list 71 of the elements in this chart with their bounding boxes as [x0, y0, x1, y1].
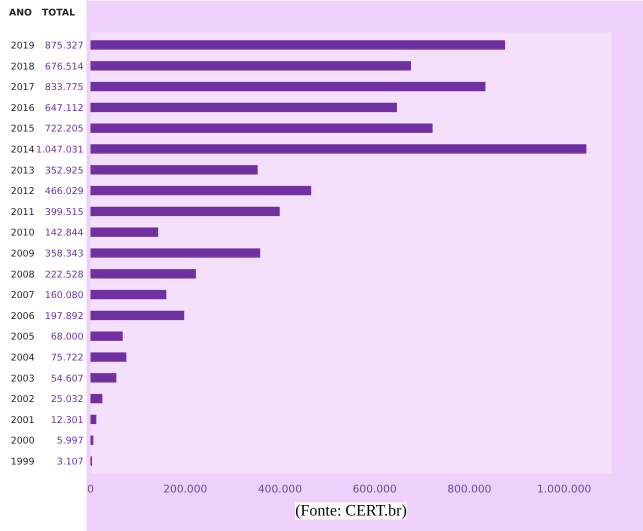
bar — [90, 310, 184, 320]
text: (Fonte: CERT.br) — [295, 502, 407, 520]
text: TOTAL — [42, 8, 76, 18]
bar — [90, 290, 166, 300]
bar — [90, 124, 433, 133]
y-tick-label: 2004 — [10, 352, 35, 364]
y-tick-label: 2002 — [10, 394, 35, 406]
y-tick-label: 2000 — [10, 436, 35, 447]
bar — [90, 102, 397, 112]
x-tick-label: 1.000.000 — [537, 482, 592, 496]
data-label: 5.997 — [56, 436, 84, 447]
y-tick-label: 2009 — [10, 248, 35, 260]
data-label: 399.515 — [44, 206, 84, 218]
data-label: 676.514 — [44, 61, 84, 72]
data-label: 1.047.031 — [36, 144, 84, 156]
y-tick-label: 2006 — [10, 310, 35, 322]
data-label: 722.205 — [44, 124, 84, 135]
x-tick-label: 400.000 — [258, 482, 302, 496]
y-tick-label: 2010 — [10, 228, 35, 239]
data-label: 54.607 — [50, 373, 84, 384]
y-tick-label: 2005 — [10, 332, 35, 343]
bar — [90, 248, 260, 258]
bar — [90, 394, 102, 404]
bar — [90, 206, 280, 216]
data-label: 68.000 — [50, 332, 84, 343]
bar — [90, 269, 196, 278]
bar — [90, 352, 126, 362]
x-tick-label: 0 — [87, 482, 94, 496]
data-label: 142.844 — [44, 228, 84, 239]
bar — [90, 373, 116, 382]
x-tick-label: 200.000 — [163, 482, 208, 496]
bar — [90, 82, 486, 92]
bar — [90, 40, 506, 50]
data-label: 647.112 — [44, 102, 84, 114]
y-tick-label: 2012 — [10, 186, 35, 198]
y-tick-label: 2017 — [10, 82, 35, 94]
data-label: 160.080 — [44, 290, 84, 302]
y-tick-label: 2013 — [10, 165, 35, 176]
x-tick-label: 800.000 — [447, 482, 492, 496]
y-tick-label: 2015 — [10, 124, 35, 135]
y-tick-label: 2003 — [10, 373, 35, 384]
bar — [90, 165, 258, 174]
data-label: 197.892 — [44, 310, 84, 322]
data-label: 222.528 — [44, 269, 84, 280]
y-tick-label: 2019 — [10, 40, 35, 52]
bar — [90, 414, 96, 424]
bar — [90, 332, 123, 341]
bar — [90, 186, 312, 196]
y-tick-label: 1999 — [10, 456, 35, 468]
y-tick-label: 2016 — [10, 102, 35, 114]
data-label: 75.722 — [50, 352, 84, 364]
y-tick-label: 2014 — [10, 144, 35, 156]
bar — [90, 61, 411, 70]
data-label: 833.775 — [44, 82, 84, 94]
data-label: 352.925 — [44, 165, 84, 176]
data-label: 3.107 — [56, 456, 84, 468]
y-tick-label: 2007 — [10, 290, 35, 302]
bar — [90, 436, 94, 445]
data-label: 12.301 — [50, 414, 84, 426]
y-tick-label: 2011 — [10, 206, 35, 218]
text: ANO — [9, 8, 32, 18]
y-tick-label: 2018 — [10, 61, 35, 72]
bar — [90, 228, 158, 237]
y-tick-label: 2001 — [10, 414, 35, 426]
y-tick-label: 2008 — [10, 269, 35, 280]
data-label: 358.343 — [44, 248, 84, 260]
data-label: 466.029 — [44, 186, 84, 198]
data-label: 875.327 — [44, 40, 84, 52]
x-tick-label: 600.000 — [352, 482, 397, 496]
bar — [90, 144, 586, 154]
data-label: 25.032 — [50, 394, 84, 406]
